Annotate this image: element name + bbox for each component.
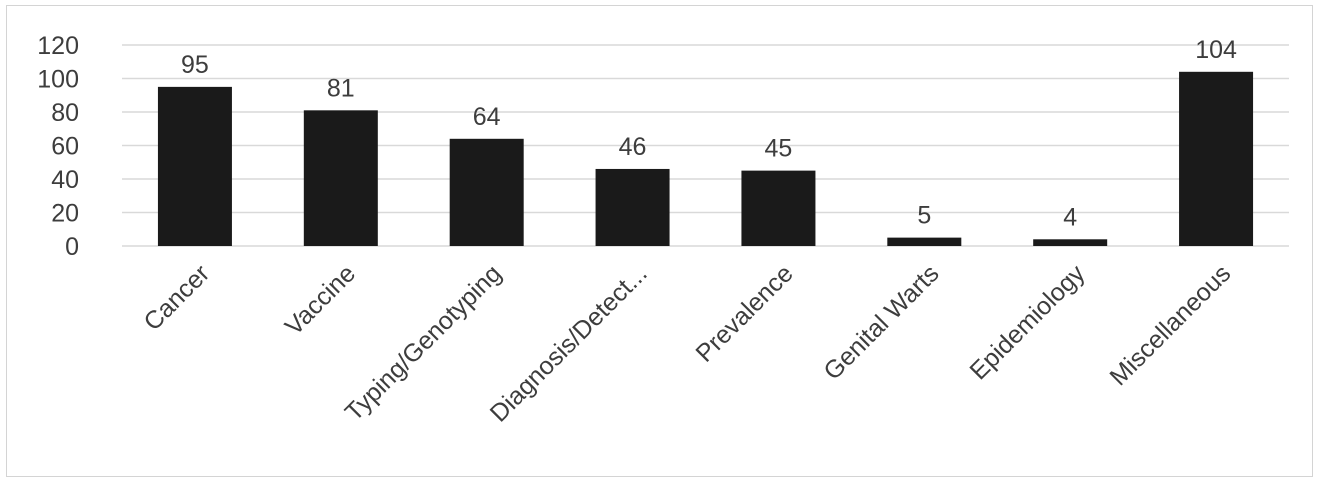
y-tick-label: 80 <box>51 99 79 127</box>
category-labels: Cancer VaccineTyping/GenotypingDiagnosis/… <box>138 259 1236 428</box>
y-tick-label: 0 <box>65 233 79 261</box>
y-tick-label: 40 <box>51 166 79 194</box>
bars <box>157 71 1254 246</box>
data-label: 5 <box>917 202 931 230</box>
category-label: Genital Warts <box>818 259 944 385</box>
y-tick-label: 100 <box>37 66 79 94</box>
bar <box>157 86 232 246</box>
bar <box>1179 71 1254 246</box>
data-label: 81 <box>327 74 355 102</box>
category-label: Vaccine <box>280 259 361 340</box>
data-label: 64 <box>473 103 501 131</box>
y-tick-label: 20 <box>51 200 79 228</box>
category-label: Diagnosis/Detect... <box>485 259 653 427</box>
data-label: 4 <box>1063 203 1077 231</box>
category-label: Epidemiology <box>964 259 1090 385</box>
data-label: 104 <box>1195 36 1237 64</box>
data-label: 46 <box>619 133 647 161</box>
bar <box>303 110 378 246</box>
category-label: Cancer <box>138 259 215 336</box>
bar <box>741 170 816 246</box>
y-axis-ticks: 0 20 40 60 80 100 120 <box>37 32 79 261</box>
y-tick-label: 60 <box>51 133 79 161</box>
data-label: 45 <box>765 135 793 163</box>
bar <box>1033 239 1108 246</box>
bar <box>887 237 962 246</box>
data-labels: 95 81 64 46 45 5 4 104 <box>181 36 1237 232</box>
category-label: Prevalence <box>690 259 798 367</box>
category-label: Typing/Genotyping <box>340 259 507 426</box>
bar <box>449 138 524 246</box>
bar <box>595 168 670 246</box>
category-label: Miscellaneous <box>1104 259 1236 391</box>
y-tick-label: 120 <box>37 32 79 60</box>
data-label: 95 <box>181 51 209 79</box>
gridlines <box>122 44 1289 247</box>
